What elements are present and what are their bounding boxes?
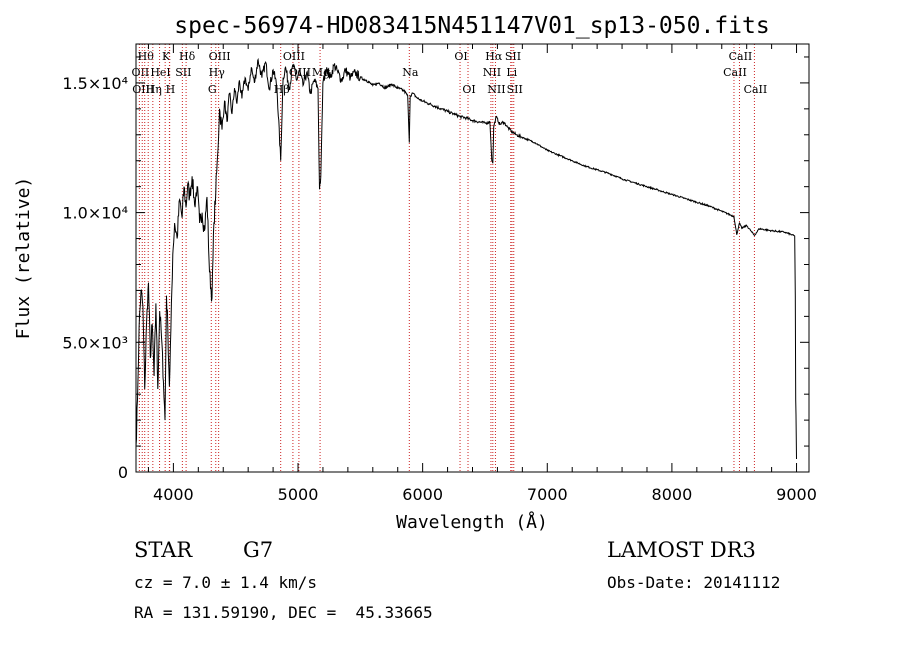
marker-label: HeI (150, 66, 170, 79)
spectrum-line (135, 57, 797, 460)
marker-label: Hθ (138, 50, 155, 63)
marker-label: K (162, 50, 171, 63)
marker-label: OII (132, 66, 150, 79)
marker-label: OIII (283, 50, 305, 63)
x-tick-label: 9000 (776, 485, 817, 504)
object-class: STAR (134, 538, 193, 562)
x-tick-label: 4000 (153, 485, 194, 504)
y-axis-label: Flux (relative) (13, 177, 34, 340)
marker-label: CaII (729, 50, 753, 63)
y-tick-label: 0 (118, 463, 128, 482)
x-tick-label: 6000 (402, 485, 443, 504)
chart-title: spec-56974-HD083415N451147V01_sp13-050.f… (174, 13, 769, 39)
survey-name: LAMOST DR3 (607, 538, 756, 562)
coords-text: RA = 131.59190, DEC = 45.33665 (134, 603, 433, 622)
y-tick-label: 5.0×10³ (62, 333, 128, 352)
marker-label: NII (487, 83, 505, 96)
plot-frame (135, 43, 810, 473)
x-axis-label: Wavelength (Å) (396, 511, 548, 533)
marker-label: Li (506, 66, 517, 79)
marker-label: NII (483, 66, 501, 79)
marker-label: CaII (723, 66, 747, 79)
x-tick-label: 5000 (278, 485, 319, 504)
marker-label: OI (462, 83, 475, 96)
marker-label: Hα (485, 50, 503, 63)
y-tick-label: 1.0×10⁴ (62, 204, 128, 223)
x-tick-label: 8000 (652, 485, 693, 504)
marker-label: OI (454, 50, 467, 63)
redshift-text: cz = 7.0 ± 1.4 km/s (134, 573, 318, 592)
marker-label: OIII (132, 83, 154, 96)
marker-label: Hγ (209, 66, 226, 79)
spectrum-series (135, 57, 797, 460)
marker-label: G (208, 83, 217, 96)
y-axis: 0 5.0×10³ 1.0×10⁴ 1.5×10⁴ (62, 56, 809, 482)
marker-label: SII (175, 66, 191, 79)
marker-label: OIII (209, 50, 231, 63)
obs-date-text: Obs-Date: 20141112 (607, 573, 781, 592)
object-subclass: G7 (243, 538, 274, 562)
x-axis: 4000 5000 6000 7000 8000 9000 (147, 44, 817, 504)
marker-label: SII (507, 83, 523, 96)
marker-label: H (166, 83, 176, 96)
x-tick-label: 7000 (527, 485, 568, 504)
marker-label: Hβ (274, 83, 290, 96)
y-tick-label: 1.5×10⁴ (62, 74, 128, 93)
marker-label: Na (402, 66, 419, 79)
marker-label: Hη (146, 83, 162, 96)
marker-label: Hδ (179, 50, 196, 63)
marker-label: CaII (744, 83, 768, 96)
marker-label: SII (505, 50, 521, 63)
